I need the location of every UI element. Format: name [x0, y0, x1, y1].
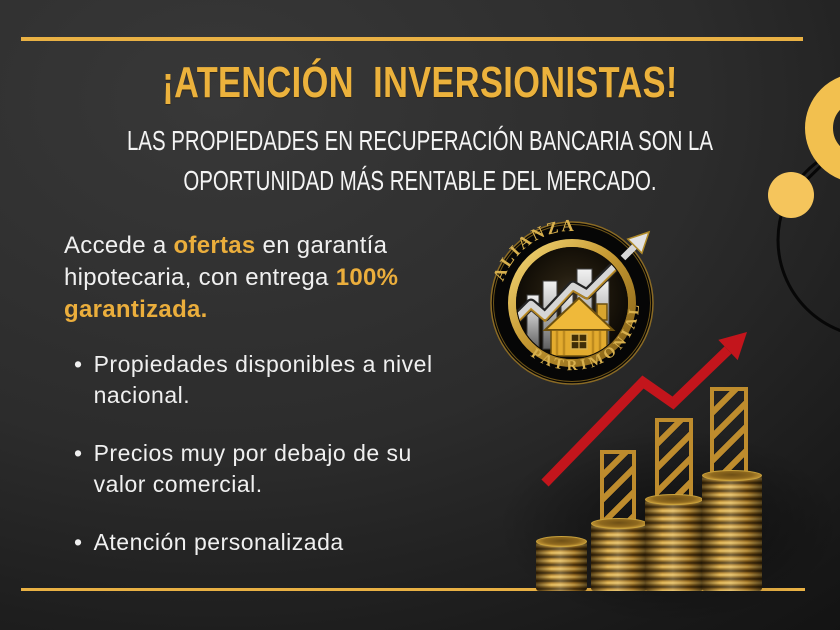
list-item: • Propiedades disponibles a nivel nacion… — [74, 349, 484, 411]
subtitle-line-2: OPORTUNIDAD MÁS RENTABLE DEL MERCADO. — [183, 165, 657, 196]
corner-circles-decoration — [768, 76, 840, 333]
intro-text-1: Accede a — [64, 232, 174, 259]
subtitle: LAS PROPIEDADES EN RECUPERACIÓN BANCARIA… — [113, 121, 726, 201]
intro-highlight-garantizada: garantizada. — [64, 296, 208, 323]
bullet-icon: • — [74, 440, 83, 466]
intro-highlight-ofertas: ofertas — [173, 232, 256, 259]
list-item: • Atención personalizada — [74, 527, 484, 558]
bullet-text-service: Atención personalizada — [93, 529, 344, 555]
intro-text-2: en garantía hipotecaria, con entrega — [64, 232, 388, 291]
growth-arrow-icon — [541, 332, 747, 487]
bullet-list: • Propiedades disponibles a nivel nacion… — [74, 349, 484, 585]
intro-highlight-100: 100% — [335, 264, 399, 291]
coin-stack — [536, 536, 587, 591]
subtitle-line-1: LAS PROPIEDADES EN RECUPERACIÓN BANCARIA… — [126, 125, 714, 156]
coin-stack — [702, 470, 762, 591]
alianza-patrimonial-logo: ALIANZA PATRIMONIAL — [489, 216, 654, 385]
trend-line-illustration — [517, 254, 627, 328]
page-title: ¡ATENCIÓN INVERSIONISTAS! — [162, 58, 678, 107]
bottom-divider — [21, 588, 805, 591]
badge-outer-ring — [493, 224, 651, 382]
bullet-icon: • — [74, 529, 83, 555]
list-item: • Precios muy por debajo de su valor com… — [74, 438, 484, 500]
gold-dot-icon — [768, 172, 814, 218]
badge-arrow-icon — [620, 230, 651, 261]
coin-stack — [591, 518, 647, 591]
gold-ring-icon — [805, 76, 840, 180]
top-divider — [21, 37, 803, 41]
black-circle-outline — [776, 147, 840, 333]
coin-stack — [645, 494, 703, 591]
bullet-text-national: Propiedades disponibles a nivel nacional… — [93, 351, 433, 408]
bullet-text-prices: Precios muy por debajo de su valor comer… — [93, 440, 412, 497]
intro-paragraph: Accede a ofertas en garantía hipotecaria… — [64, 230, 456, 326]
badge-inner-gold-ring — [508, 239, 636, 367]
bullet-icon: • — [74, 351, 83, 377]
